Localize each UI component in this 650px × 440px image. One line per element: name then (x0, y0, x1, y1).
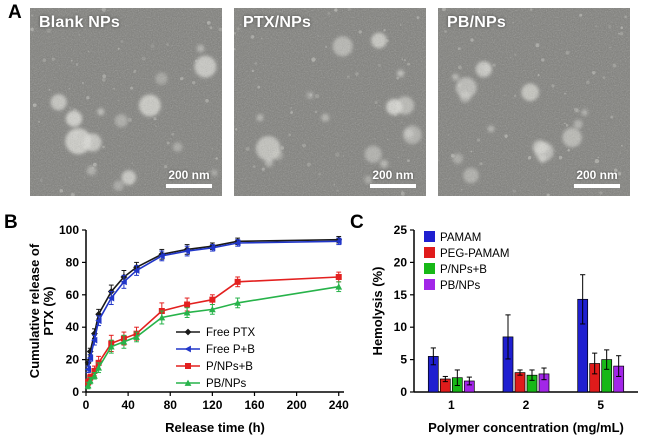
y-axis-label: PTX (%) (41, 286, 56, 335)
y-tick-label: 100 (59, 223, 79, 237)
tem-micrograph-ptx-nps (234, 8, 426, 196)
y-tick-label: 60 (66, 288, 80, 302)
legend-label: PEG-PAMAM (440, 248, 509, 260)
y-tick-label: 5 (400, 353, 407, 367)
scale-bar-text: 200 nm (576, 168, 618, 182)
tem-label: Blank NPs (39, 14, 120, 31)
y-tick-label: 15 (394, 288, 408, 302)
y-tick-label: 0 (400, 385, 407, 399)
x-tick-label: 40 (121, 398, 135, 412)
panel-a-label: A (8, 2, 22, 23)
legend-label: Free P+B (206, 344, 255, 356)
axes (85, 230, 344, 393)
x-tick-label: 2 (523, 398, 530, 412)
scale-bar-text: 200 nm (372, 168, 414, 182)
tem-image-blank-nps: Blank NPs 200 nm (30, 8, 222, 196)
legend-label: Free PTX (206, 327, 256, 339)
y-tick-label: 0 (72, 385, 79, 399)
x-tick-label: 240 (329, 398, 349, 412)
scale-bar: 200 nm (370, 168, 416, 188)
scale-bar-text: 200 nm (168, 168, 210, 182)
y-axis-label: Cumulative release of (27, 243, 42, 378)
line-chart-legend: Free PTX Free P+B P/NPs+B PB/NPs (176, 327, 256, 390)
y-tick-label: 40 (66, 320, 80, 334)
y-axis-label: Hemolysis (%) (370, 267, 385, 356)
legend-label: PB/NPs (440, 280, 481, 292)
scale-bar-line (574, 184, 620, 188)
series-free-p-b (84, 237, 342, 374)
tem-label: PB/NPs (447, 14, 506, 31)
y-tick-label: 20 (394, 255, 408, 269)
ptx-release-line-chart: 0 40 80 120 160 200 240 0 20 40 60 80 100 Release tim… (27, 223, 349, 435)
y-tick-label: 80 (66, 255, 80, 269)
y-tick-label: 20 (66, 353, 80, 367)
x-tick-label: 200 (287, 398, 307, 412)
scale-bar: 200 nm (166, 168, 212, 188)
x-tick-label: 80 (164, 398, 178, 412)
legend-label: PB/NPs (206, 378, 247, 390)
tem-micrograph-blank-nps (30, 8, 222, 196)
scale-bar-line (370, 184, 416, 188)
x-tick-label: 160 (244, 398, 264, 412)
x-tick-label: 0 (83, 398, 90, 412)
y-tick-label: 10 (394, 320, 408, 334)
bar-chart-legend: PAMAM PEG-PAMAM P/NPs+B PB/NPs (424, 231, 509, 292)
x-axis-label: Polymer concentration (mg/mL) (428, 420, 624, 435)
series-pb-nps (84, 281, 343, 390)
tem-label: PTX/NPs (243, 14, 312, 31)
x-axis-label: Release time (h) (165, 420, 265, 435)
panel-b-label: B (4, 212, 18, 233)
tem-micrograph-pb-nps (438, 8, 630, 196)
x-tick-label: 5 (597, 398, 604, 412)
scale-bar-line (166, 184, 212, 188)
tem-image-ptx-nps: PTX/NPs 200 nm (234, 8, 426, 196)
x-tick-label: 1 (448, 398, 455, 412)
axes (413, 230, 638, 393)
legend-label: PAMAM (440, 232, 481, 244)
y-tick-label: 25 (394, 223, 408, 237)
panel-c-label: C (350, 212, 364, 233)
scale-bar: 200 nm (574, 168, 620, 188)
tem-image-pb-nps: PB/NPs 200 nm (438, 8, 630, 196)
legend-label: P/NPs+B (440, 264, 487, 276)
x-tick-label: 120 (202, 398, 222, 412)
legend-label: P/NPs+B (206, 361, 253, 373)
tem-image-row: Blank NPs 200 nm PTX/NPs 200 nm PB/NPs 2… (30, 8, 630, 196)
